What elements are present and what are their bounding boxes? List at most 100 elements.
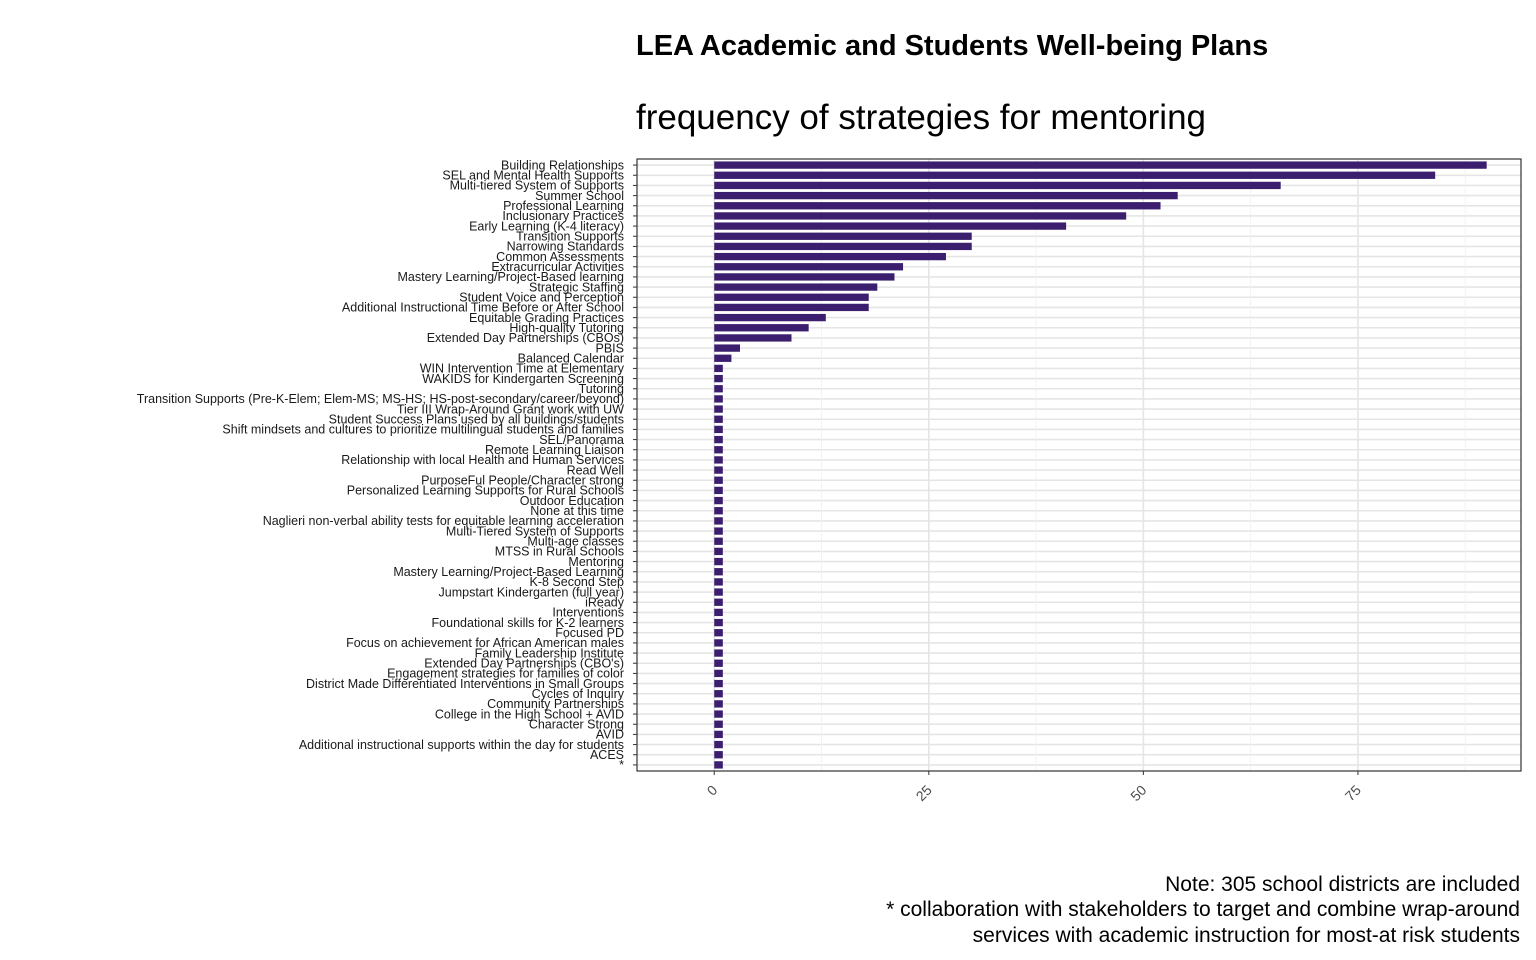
- bar: [714, 395, 723, 403]
- y-tick-label: Student Voice and Perception: [459, 291, 624, 305]
- bar: [714, 568, 723, 576]
- bar: [714, 588, 723, 596]
- bar: [714, 415, 723, 423]
- bar: [714, 354, 732, 362]
- bar: [714, 618, 723, 627]
- y-tick-label: *: [619, 758, 624, 772]
- y-tick-label: Community Partnerships: [487, 697, 624, 711]
- y-tick-label: Multi-tiered System of Supports: [450, 179, 624, 193]
- bar: [714, 507, 723, 515]
- bar: [714, 364, 723, 373]
- bar: [714, 730, 723, 739]
- bar: [714, 629, 723, 637]
- y-tick-label: PBIS: [596, 341, 625, 355]
- bar: [714, 242, 972, 251]
- y-tick-label: Multi-age classes: [527, 535, 624, 549]
- bar: [714, 385, 723, 393]
- bar: [714, 690, 723, 698]
- bar: [714, 273, 895, 281]
- x-tick-label: 50: [1127, 782, 1149, 804]
- bar: [714, 446, 723, 454]
- bar: [714, 202, 1161, 210]
- y-tick-label: Jumpstart Kindergarten (full year): [439, 585, 625, 599]
- y-tick-label: Relationship with local Health and Human…: [341, 453, 624, 467]
- y-tick-label: Character Strong: [529, 718, 624, 732]
- plot-panel: [636, 158, 1522, 772]
- bar: [714, 557, 723, 566]
- y-tick-label: Equitable Grading Practices: [469, 311, 624, 325]
- y-tick-label: Summer School: [535, 189, 624, 203]
- bar: [714, 578, 723, 586]
- bar: [714, 720, 723, 728]
- y-tick-label: Focus on achievement for African America…: [346, 636, 624, 650]
- bar: [714, 344, 740, 352]
- bar: [714, 537, 723, 545]
- bar: [714, 710, 723, 718]
- y-tick-label: Extracurricular Activities: [491, 260, 624, 274]
- y-tick-label: WAKIDS for Kindergarten Screening: [422, 372, 624, 386]
- bar: [714, 232, 972, 240]
- bar: [714, 608, 723, 617]
- bar: [714, 751, 723, 759]
- bar: [714, 476, 723, 484]
- y-tick-label: Narrowing Standards: [507, 240, 624, 254]
- bar: [714, 486, 723, 495]
- bar: [714, 252, 946, 261]
- bar: [714, 527, 723, 535]
- caption-footnote-1: * collaboration with stakeholders to tar…: [886, 898, 1520, 921]
- y-tick-label: PurposeFul People/Character strong: [421, 474, 624, 488]
- y-tick-label: Additional instructional supports within…: [299, 738, 624, 752]
- y-tick-label: Engagement strategies for families of co…: [387, 667, 624, 681]
- y-tick-label: Extended Day Partnerships (CBOs): [427, 331, 624, 345]
- y-tick-label: Professional Learning: [503, 199, 624, 213]
- bar: [714, 639, 723, 647]
- bar: [714, 293, 869, 301]
- bar: [714, 324, 809, 332]
- caption-footnote-2: services with academic instruction for m…: [973, 924, 1520, 947]
- bar: [714, 161, 1487, 169]
- bar: [714, 517, 723, 525]
- y-tick-label: Inclusionary Practices: [502, 209, 624, 223]
- y-tick-label: Early Learning (K-4 literacy): [469, 219, 624, 233]
- bar: [714, 761, 723, 769]
- y-tick-label: High-quality Tutoring: [509, 321, 624, 335]
- y-tick-label: Transition Supports (Pre-K-Elem; Elem-MS…: [137, 392, 624, 406]
- bar: [714, 374, 723, 383]
- y-tick-label: SEL and Mental Health Supports: [442, 169, 624, 183]
- bar: [714, 313, 826, 322]
- bar: [714, 669, 723, 678]
- x-tick-label: 0: [704, 782, 721, 799]
- y-tick-label: Mastery Learning/Project-Based learning: [397, 270, 624, 284]
- y-tick-label: Strategic Staffing: [529, 280, 624, 294]
- y-tick-label: None at this time: [530, 504, 624, 518]
- grid-lines: [637, 159, 1521, 771]
- y-tick-label: Personalized Learning Supports for Rural…: [347, 484, 624, 498]
- bar: [714, 740, 723, 749]
- y-tick-label: Focused PD: [555, 626, 624, 640]
- y-tick-label: District Made Differentiated Interventio…: [306, 677, 624, 691]
- y-tick-label: SEL/Panorama: [539, 433, 624, 447]
- y-tick-label: iReady: [585, 596, 625, 610]
- y-tick-label: Interventions: [552, 606, 624, 620]
- chart-title: LEA Academic and Students Well-being Pla…: [636, 30, 1268, 62]
- y-tick-label: K-8 Second Step: [529, 575, 624, 589]
- bar: [714, 649, 723, 657]
- bar: [714, 466, 723, 474]
- bar: [714, 222, 1067, 230]
- y-tick-label: College in the High School + AVID: [435, 707, 624, 721]
- y-tick-label: Transition Supports: [516, 230, 624, 244]
- bar: [714, 212, 1127, 220]
- y-tick-label: Outdoor Education: [520, 494, 624, 508]
- bar: [714, 496, 723, 505]
- y-tick-label: Cycles of Inquiry: [532, 687, 625, 701]
- y-tick-label: Balanced Calendar: [518, 352, 624, 366]
- y-tick-label: Naglieri non-verbal ability tests for eq…: [263, 514, 624, 528]
- bar: [714, 181, 1281, 190]
- bar: [714, 171, 1436, 179]
- y-tick-label: MTSS in Rural Schools: [495, 545, 624, 559]
- bar: [714, 659, 723, 667]
- bar: [714, 456, 723, 464]
- y-tick-label: Read Well: [567, 463, 624, 477]
